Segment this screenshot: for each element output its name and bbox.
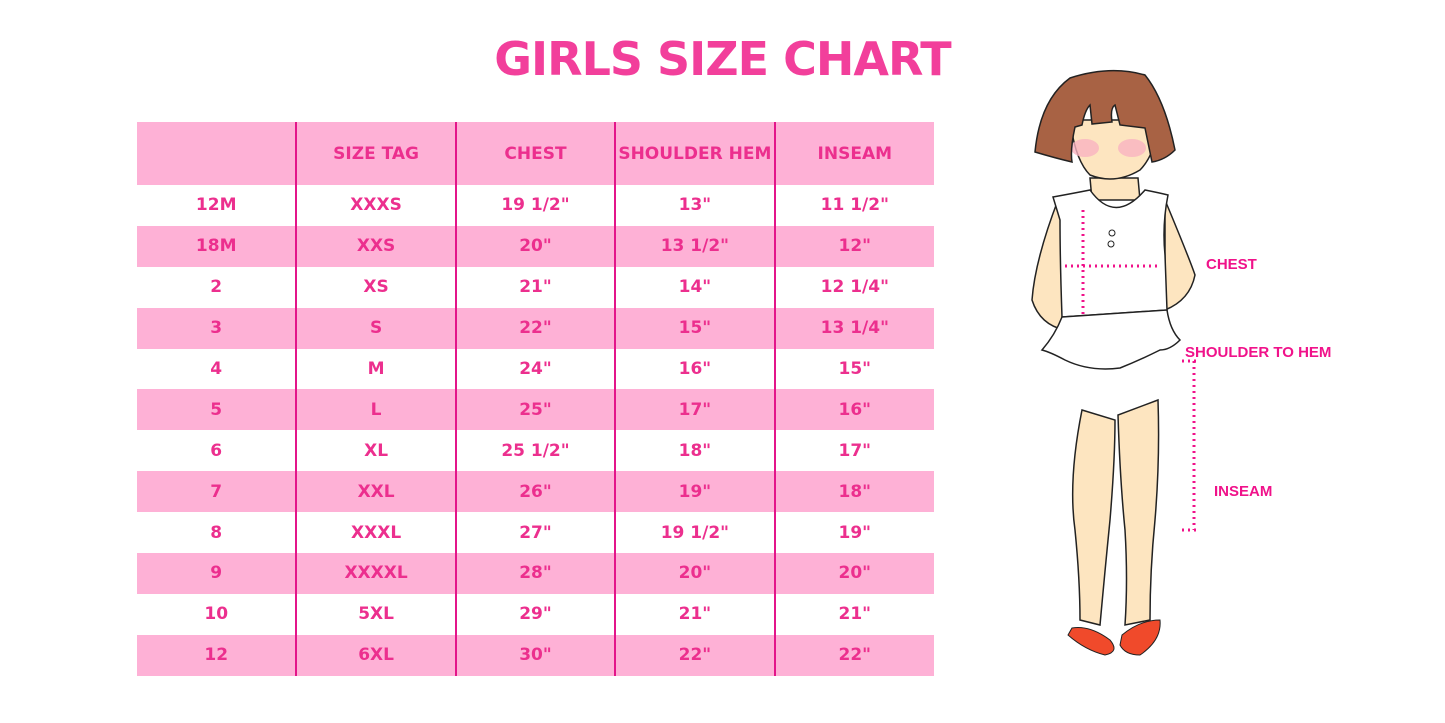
table-cell: 18" [614, 430, 775, 472]
table-cell: 5 [137, 389, 297, 431]
table-cell: 11 1/2" [773, 185, 934, 226]
table-cell: 20" [614, 553, 775, 594]
table-cell: 2 [210, 277, 223, 298]
table-cell: 19" [773, 512, 934, 554]
page-title: GIRLS SIZE CHART [494, 32, 951, 86]
table-row: 8 XXXL 27" 19 1/2" 19" [137, 512, 934, 554]
table-cell: 22" [614, 634, 775, 676]
header-cell: SIZE TAG [295, 122, 456, 185]
table-cell: 24" [454, 348, 616, 390]
table-cell: 7 [137, 471, 297, 513]
table-cell: 22" [454, 307, 616, 349]
table-cell: XXS [295, 225, 456, 267]
table-row: 18M XXS 20" 13 1/2" 12" [137, 225, 934, 267]
table-cell: 12 1/4" [773, 266, 934, 308]
table-cell: 21" [614, 593, 775, 635]
table-cell: 19 1/2" [614, 512, 775, 554]
table-cell: 4 [210, 359, 223, 379]
table-cell: 16" [614, 348, 775, 390]
table-cell: XL [295, 430, 456, 472]
header-cell [137, 122, 297, 185]
table-cell: 30" [454, 634, 616, 676]
chest-label: CHEST [1206, 256, 1257, 273]
girl-illustration [1031, 69, 1200, 656]
table-cell: XS [295, 266, 456, 308]
table-row: 5 L 25" 17" 16" [137, 389, 934, 431]
table-cell: 3 [137, 307, 297, 349]
table-cell: 25" [454, 389, 616, 431]
table-row: 12M XXXS 19 1/2" 13" 11 1/2" [137, 185, 934, 226]
table-cell: 10 [204, 604, 229, 625]
table-row: 12 6XL 30" 22" 22" [137, 634, 934, 676]
header-cell: INSEAM [773, 122, 934, 185]
table-cell: 22" [773, 634, 934, 676]
table-cell: XXXL [295, 512, 456, 554]
table-cell: 25 1/2" [454, 430, 616, 472]
table-row: 4 M 24" 16" 15" [137, 348, 934, 390]
table-cell: 12" [773, 225, 934, 267]
table-cell: 15" [614, 307, 775, 349]
table-row: 7 XXL 26" 19" 18" [137, 471, 934, 513]
table-cell: 29" [454, 593, 616, 635]
table-cell: 5XL [295, 593, 456, 635]
table-cell: 27" [454, 512, 616, 554]
table-cell: L [295, 389, 456, 431]
header-cell: CHEST [454, 122, 616, 185]
table-cell: 6XL [295, 634, 456, 676]
table-cell: 12 [137, 634, 297, 676]
table-cell: S [295, 307, 456, 349]
table-cell: 12M [195, 195, 237, 216]
table-cell: 16" [773, 389, 934, 431]
table-cell: XXXS [295, 185, 456, 226]
table-cell: 6 [210, 440, 223, 461]
table-cell: XXL [295, 471, 456, 513]
table-cell: 13 1/4" [773, 307, 934, 349]
table-cell: 18" [773, 471, 934, 513]
table-cell: 21" [773, 593, 934, 635]
table-cell: 20" [773, 553, 934, 594]
size-chart-table: SIZE TAG CHEST SHOULDER HEM INSEAM 12M XX… [137, 122, 934, 676]
table-row: 3 S 22" 15" 13 1/4" [137, 307, 934, 349]
table-cell: 17" [773, 430, 934, 472]
table-cell: 13 1/2" [614, 225, 775, 267]
table-cell: 15" [773, 348, 934, 390]
table-header-row: SIZE TAG CHEST SHOULDER HEM INSEAM [137, 122, 934, 185]
table-row: 9 XXXXL 28" 20" 20" [137, 553, 934, 594]
table-row: 2 XS 21" 14" 12 1/4" [137, 266, 934, 308]
inseam-label: INSEAM [1214, 483, 1273, 500]
table-cell: 9 [137, 553, 297, 594]
table-cell: M [295, 348, 456, 390]
table-row: 6 XL 25 1/2" 18" 17" [137, 430, 934, 472]
table-cell: 14" [614, 266, 775, 308]
table-cell: 13" [614, 185, 775, 226]
table-cell: XXXXL [295, 553, 456, 594]
shoe-right [1119, 619, 1161, 656]
table-cell: 17" [614, 389, 775, 431]
header-cell: SHOULDER HEM [614, 122, 775, 185]
hair [1034, 69, 1176, 163]
table-cell: 8 [210, 522, 223, 543]
table-cell: 19 1/2" [454, 185, 616, 226]
table-cell: 26" [454, 471, 616, 513]
shoulder-to-hem-label: SHOULDER TO HEM [1185, 344, 1332, 361]
table-cell: 28" [454, 553, 616, 594]
table-cell: 20" [454, 225, 616, 267]
table-row: 10 5XL 29" 21" 21" [137, 593, 934, 635]
shoe-left [1067, 627, 1115, 656]
table-cell: 21" [454, 266, 616, 308]
table-cell: 18M [137, 225, 297, 267]
table-cell: 19" [614, 471, 775, 513]
